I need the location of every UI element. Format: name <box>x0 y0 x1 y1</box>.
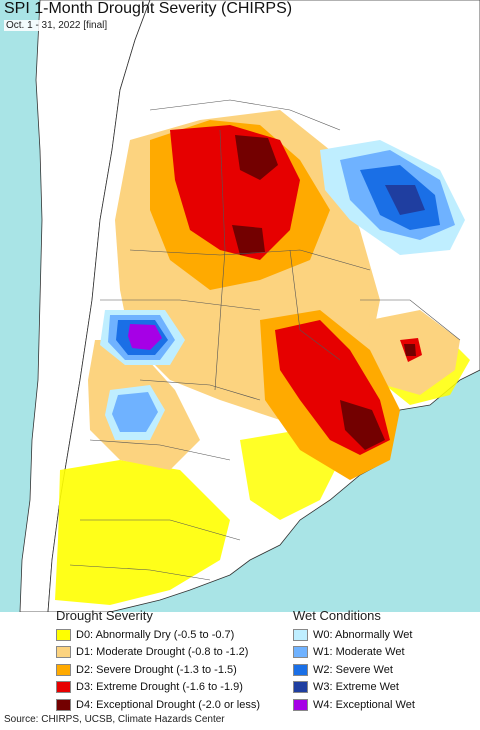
legend-label-w3: W3: Extreme Wet <box>313 681 399 694</box>
d4-north-b <box>232 225 265 255</box>
d0-south <box>55 460 230 605</box>
swatch-d3 <box>56 681 71 694</box>
legend-item-d2: D2: Severe Drought (-1.3 to -1.5) <box>56 661 260 679</box>
swatch-w0 <box>293 628 308 641</box>
legend-label-d3: D3: Extreme Drought (-1.6 to -1.9) <box>76 681 243 694</box>
legend-item-w3: W3: Extreme Wet <box>293 679 415 697</box>
legend-label-w4: W4: Exceptional Wet <box>313 698 415 711</box>
legend-drought-heading: Drought Severity <box>56 608 153 623</box>
w3-ne <box>385 185 425 215</box>
legend-item-d4: D4: Exceptional Drought (-2.0 or less) <box>56 696 260 714</box>
legend-label-w2: W2: Severe Wet <box>313 663 393 676</box>
legend-item-w2: W2: Severe Wet <box>293 661 415 679</box>
swatch-d4 <box>56 698 71 711</box>
swatch-w1 <box>293 646 308 659</box>
map-title: SPI 1-Month Drought Severity (CHIRPS) <box>4 0 293 17</box>
legend-label-w0: W0: Abnormally Wet <box>313 628 413 641</box>
map-subtitle: Oct. 1 - 31, 2022 [final] <box>4 20 110 31</box>
d4-north-a <box>235 135 278 180</box>
source-credit: Source: CHIRPS, UCSB, Climate Hazards Ce… <box>4 714 225 725</box>
w4-west <box>128 324 162 350</box>
legend-wet-heading: Wet Conditions <box>293 608 381 623</box>
legend-item-d0: D0: Abnormally Dry (-0.5 to -0.7) <box>56 626 260 644</box>
w1-southwest <box>112 392 158 432</box>
legend-drought: Drought Severity D0: Abnormally Dry (-0.… <box>56 608 260 714</box>
legend-wet: Wet Conditions W0: Abnormally Wet W1: Mo… <box>293 608 415 714</box>
drought-map <box>0 0 480 612</box>
swatch-d1 <box>56 646 71 659</box>
legend-label-d4: D4: Exceptional Drought (-2.0 or less) <box>76 698 261 711</box>
swatch-w4 <box>293 698 308 711</box>
legend-item-w1: W1: Moderate Wet <box>293 644 415 662</box>
legend-item-w0: W0: Abnormally Wet <box>293 626 415 644</box>
legend-label-d0: D0: Abnormally Dry (-0.5 to -0.7) <box>76 628 235 641</box>
legend-item-d3: D3: Extreme Drought (-1.6 to -1.9) <box>56 679 260 697</box>
legend-label-d2: D2: Severe Drought (-1.3 to -1.5) <box>76 663 237 676</box>
legend-label-d1: D1: Moderate Drought (-0.8 to -1.2) <box>76 646 249 659</box>
borders <box>69 99 461 581</box>
swatch-d2 <box>56 663 71 676</box>
swatch-d0 <box>56 628 71 641</box>
d4-pampas <box>340 400 385 450</box>
legend-item-w4: W4: Exceptional Wet <box>293 696 415 714</box>
legend-label-w1: W1: Moderate Wet <box>313 646 405 659</box>
legend-item-d1: D1: Moderate Drought (-0.8 to -1.2) <box>56 644 260 662</box>
swatch-w2 <box>293 663 308 676</box>
d4-uruguay <box>404 344 416 356</box>
swatch-w3 <box>293 681 308 694</box>
